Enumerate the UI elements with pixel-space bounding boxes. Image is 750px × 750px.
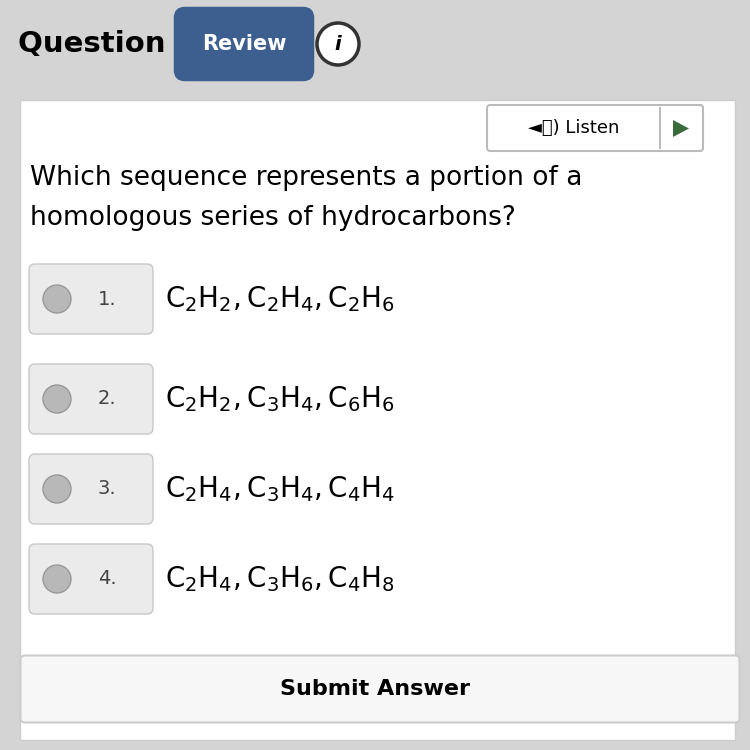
Text: Submit Answer: Submit Answer (280, 679, 470, 699)
FancyBboxPatch shape (29, 364, 153, 434)
Circle shape (43, 565, 71, 593)
Circle shape (317, 23, 359, 65)
Text: 2.: 2. (98, 389, 116, 409)
FancyBboxPatch shape (20, 100, 735, 740)
FancyBboxPatch shape (20, 656, 740, 722)
FancyBboxPatch shape (29, 264, 153, 334)
Text: homologous series of hydrocarbons?: homologous series of hydrocarbons? (30, 205, 516, 231)
Text: 3.: 3. (98, 479, 116, 499)
Circle shape (43, 475, 71, 503)
Circle shape (43, 385, 71, 413)
Text: 1.: 1. (98, 290, 116, 308)
FancyBboxPatch shape (29, 544, 153, 614)
Text: $\mathregular{C_2H_2, C_3H_4, C_6H_6}$: $\mathregular{C_2H_2, C_3H_4, C_6H_6}$ (165, 384, 394, 414)
Polygon shape (673, 120, 689, 137)
FancyBboxPatch shape (29, 454, 153, 524)
Text: Which sequence represents a portion of a: Which sequence represents a portion of a (30, 165, 582, 191)
FancyBboxPatch shape (0, 0, 750, 88)
Text: ◄⧖) Listen: ◄⧖) Listen (528, 119, 620, 137)
Text: Question 18: Question 18 (18, 30, 216, 58)
Text: 4.: 4. (98, 569, 116, 589)
Text: $\mathregular{C_2H_4, C_3H_6, C_4H_8}$: $\mathregular{C_2H_4, C_3H_6, C_4H_8}$ (165, 564, 394, 594)
Text: Review: Review (202, 34, 286, 54)
Circle shape (43, 285, 71, 313)
Text: $\mathregular{C_2H_2, C_2H_4, C_2H_6}$: $\mathregular{C_2H_2, C_2H_4, C_2H_6}$ (165, 284, 394, 314)
Text: i: i (334, 34, 341, 53)
FancyBboxPatch shape (174, 7, 314, 81)
Text: $\mathregular{C_2H_4, C_3H_4, C_4H_4}$: $\mathregular{C_2H_4, C_3H_4, C_4H_4}$ (165, 474, 395, 504)
FancyBboxPatch shape (487, 105, 703, 151)
